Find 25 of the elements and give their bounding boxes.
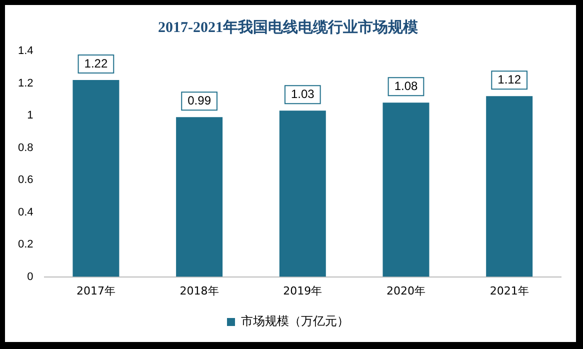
data-label: 1.03 — [290, 86, 315, 101]
y-tick-label: 0.6 — [18, 174, 34, 186]
bar — [279, 110, 326, 277]
chart-title: 2017-2021年我国电线电缆行业市场规模 — [158, 18, 419, 36]
bar — [486, 96, 533, 277]
y-tick-label: 0.2 — [18, 238, 34, 251]
data-label: 0.99 — [188, 93, 212, 108]
x-tick-label: 2018年 — [180, 284, 219, 298]
y-tick-label: 0.8 — [18, 142, 34, 154]
y-tick-label: 1.4 — [18, 45, 34, 58]
y-tick-label: 0.4 — [18, 206, 34, 218]
data-label: 1.22 — [84, 56, 108, 70]
y-tick-label: 1.2 — [18, 77, 34, 90]
bar — [72, 80, 120, 277]
x-tick-label: 2020年 — [386, 284, 426, 298]
y-tick-label: 1 — [27, 110, 34, 122]
y-tick-label: 0 — [27, 270, 34, 283]
data-label: 1.08 — [394, 78, 418, 93]
data-label: 1.12 — [498, 72, 522, 86]
x-tick-label: 2021年 — [490, 284, 529, 298]
legend-label: 市场规模（万亿元） — [241, 314, 349, 328]
x-tick-label: 2017年 — [76, 284, 116, 298]
x-tick-label: 2019年 — [283, 284, 322, 298]
bar — [382, 102, 430, 277]
bar — [176, 117, 223, 277]
